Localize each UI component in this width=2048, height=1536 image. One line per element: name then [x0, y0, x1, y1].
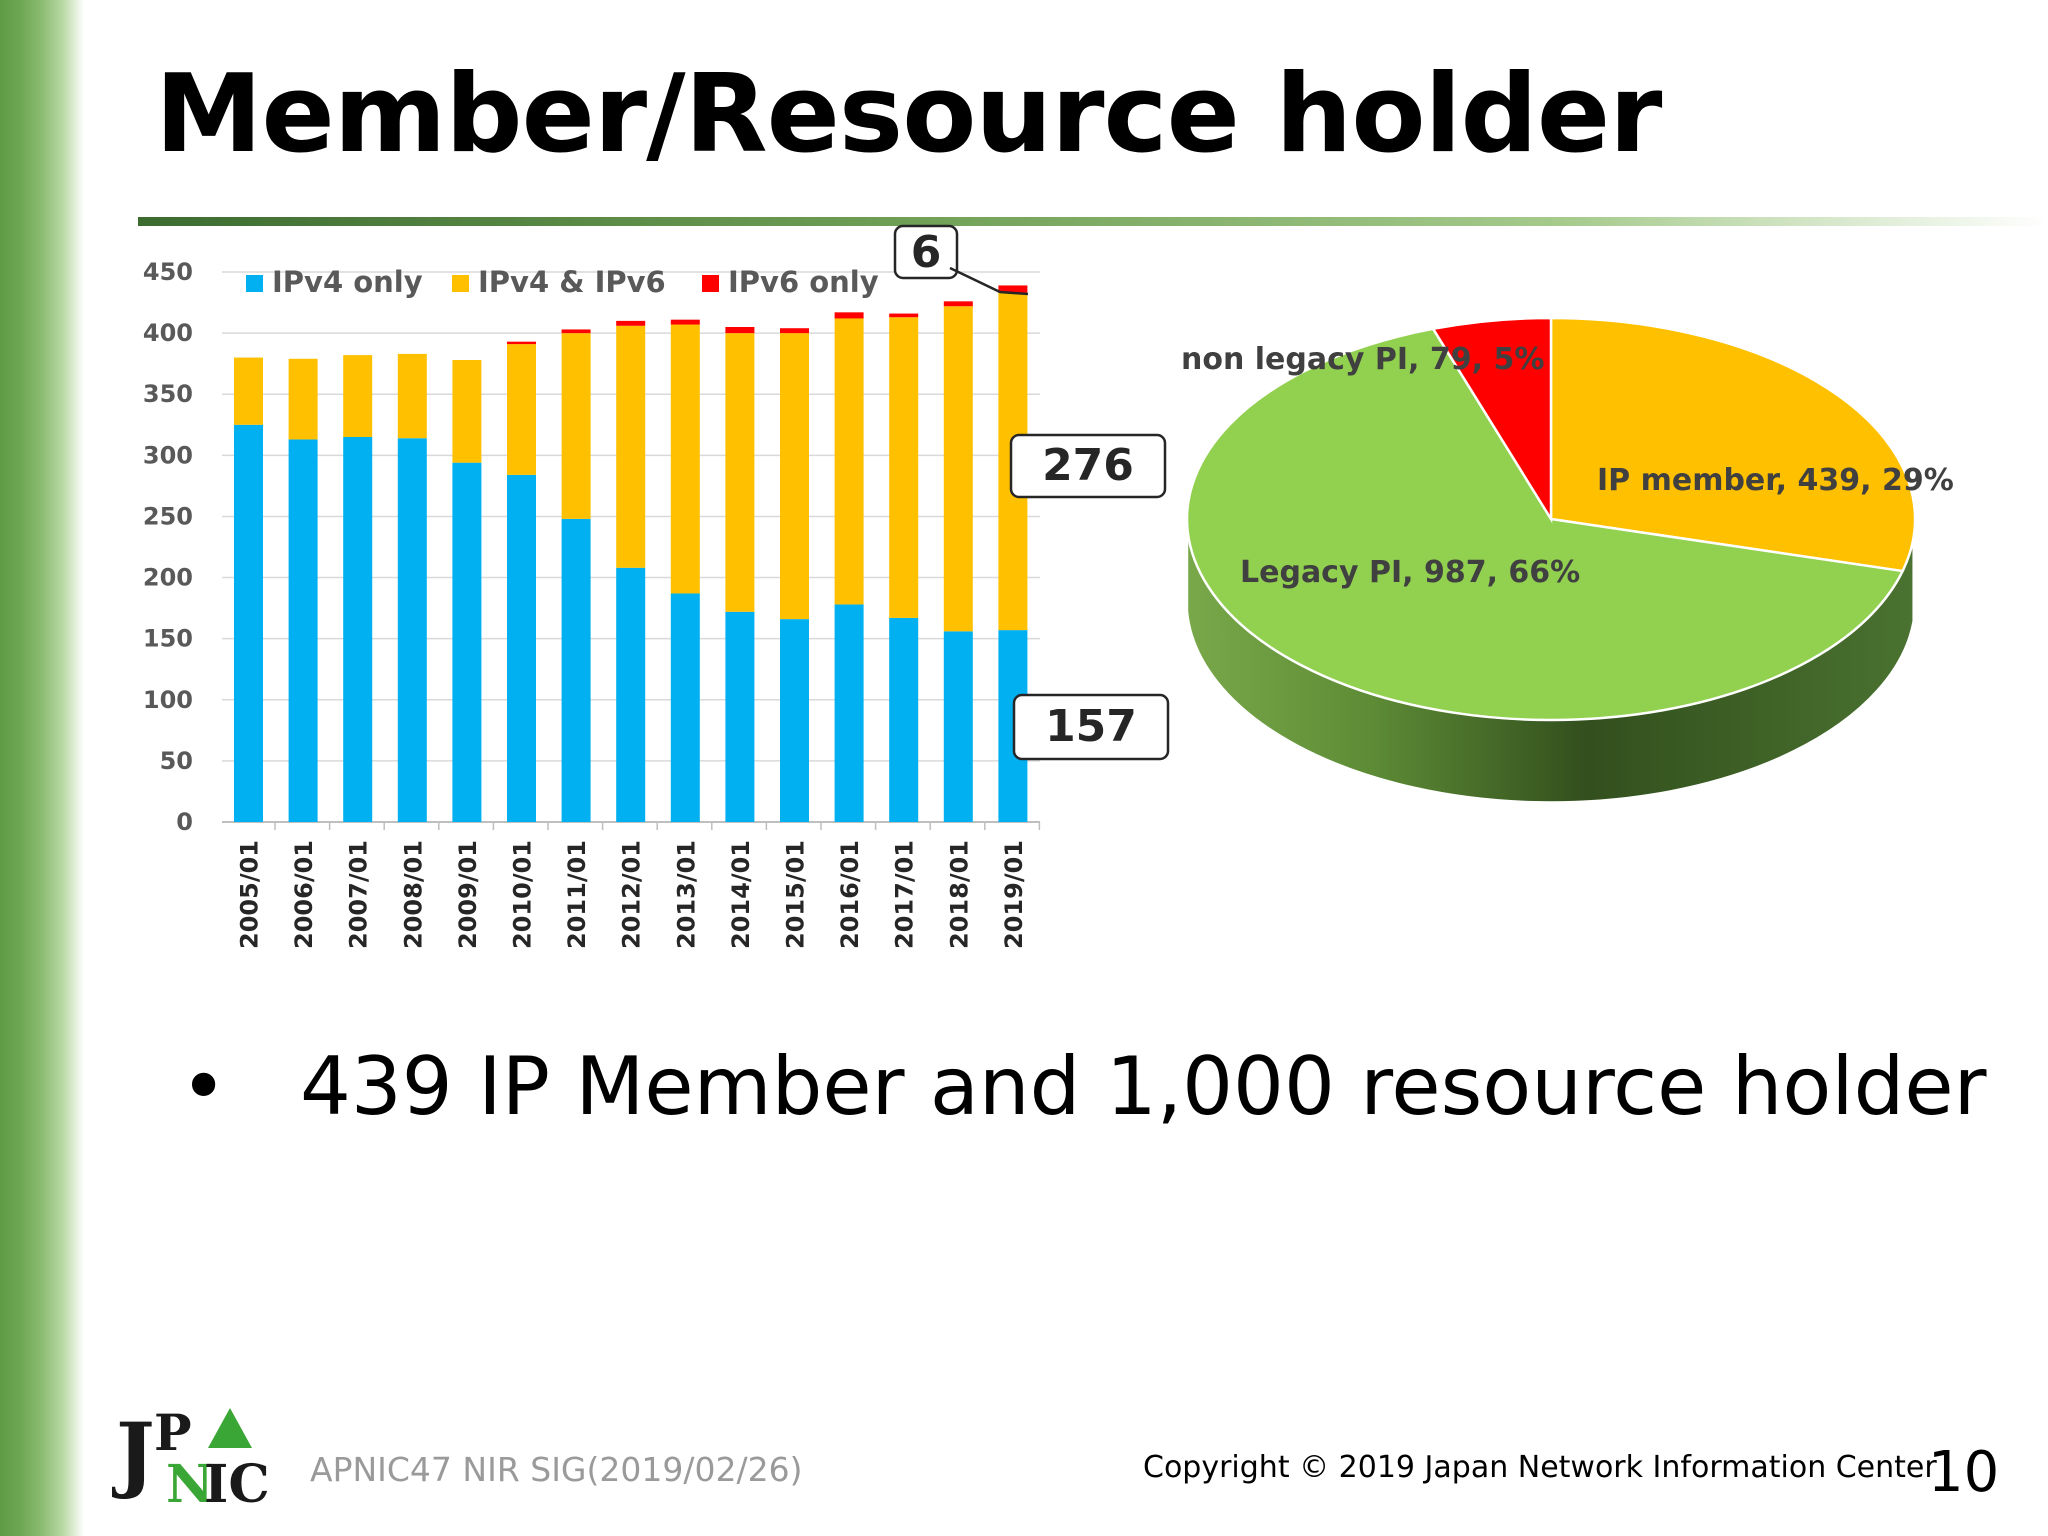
jpnic-logo: J P N IC — [112, 1403, 270, 1510]
pie-data-label: non legacy PI, 79, 5% — [1181, 342, 1544, 377]
callout-box — [1009, 433, 1167, 499]
legend-swatch — [702, 275, 719, 292]
pie-data-label: IP member, 439, 29% — [1597, 463, 1954, 498]
bullet-text: 439 IP Member and 1,000 resource holder — [300, 1040, 1987, 1133]
x-tick-label: 2006/01 — [290, 840, 318, 949]
bar-segment-ipv4-only — [507, 474, 536, 822]
bar-segment-ipv4-ipv6 — [343, 355, 373, 437]
svg-text:N: N — [166, 1454, 214, 1510]
bar-segment-ipv6-only — [561, 329, 591, 334]
callout-box — [893, 224, 959, 280]
y-tick-label: 300 — [143, 441, 193, 469]
bullet-dot: • — [180, 1040, 228, 1133]
footer-copyright: Copyright © 2019 Japan Network Informati… — [1143, 1450, 1937, 1485]
legend-swatch — [452, 275, 469, 292]
y-tick-label: 400 — [143, 319, 193, 347]
bar-segment-ipv4-only — [780, 619, 809, 822]
bar-segment-ipv6-only — [834, 312, 864, 319]
x-tick-label: 2016/01 — [836, 840, 864, 949]
x-tick-label: 2010/01 — [509, 840, 537, 949]
bar-segment-ipv4-ipv6 — [561, 333, 591, 519]
bar-segment-ipv6-only — [725, 327, 755, 334]
y-tick-label: 50 — [160, 747, 193, 775]
x-tick-label: 2018/01 — [945, 840, 973, 949]
svg-text:P: P — [154, 1403, 192, 1462]
bar-segment-ipv4-ipv6 — [507, 344, 536, 475]
bar-segment-ipv4-ipv6 — [889, 317, 919, 618]
bar-segment-ipv4-only — [670, 593, 700, 822]
bullet-point: • 439 IP Member and 1,000 resource holder — [180, 1040, 1986, 1133]
bar-segment-ipv6-only — [507, 341, 536, 345]
bar-segment-ipv4-ipv6 — [397, 353, 427, 439]
x-tick-label: 2017/01 — [891, 840, 919, 949]
bar-segment-ipv4-ipv6 — [725, 333, 755, 612]
bar-segment-ipv4-only — [234, 424, 263, 822]
decorative-side-band — [0, 0, 84, 1536]
bar-segment-ipv4-ipv6 — [834, 318, 864, 605]
pie-slice-non-legacy-pi — [1431, 316, 1553, 524]
bar-segment-ipv4-only — [343, 437, 373, 822]
svg-text:J: J — [112, 1406, 155, 1502]
y-tick-label: 250 — [143, 502, 193, 530]
x-tick-label: 2015/01 — [782, 840, 810, 949]
y-tick-label: 0 — [176, 808, 193, 836]
x-tick-label: 2005/01 — [236, 840, 264, 949]
pie-slice-legacy-pi — [1185, 327, 1905, 722]
x-tick-label: 2011/01 — [563, 840, 591, 949]
y-tick-label: 200 — [143, 564, 193, 592]
x-tick-label: 2007/01 — [345, 840, 373, 949]
bar-segment-ipv4-only — [943, 631, 973, 822]
bar-segment-ipv6-only — [943, 301, 973, 307]
callout-label: 276 — [1042, 440, 1134, 491]
pie-data-label: Legacy PI, 987, 66% — [1240, 555, 1580, 590]
callout-pointer — [949, 266, 1029, 296]
bar-segment-ipv4-ipv6 — [780, 333, 809, 620]
bar-segment-ipv4-only — [452, 462, 482, 822]
x-tick-label: 2012/01 — [618, 840, 646, 949]
bar-segment-ipv4-ipv6 — [943, 306, 973, 632]
bar-segment-ipv4-ipv6 — [234, 357, 263, 425]
title-underline — [138, 217, 2048, 226]
bar-segment-ipv4-ipv6 — [452, 360, 482, 463]
slide-title: Member/Resource holder — [155, 52, 1662, 177]
callout-box — [1012, 693, 1170, 761]
stacked-bar-chart: 0 50 100 150 200 250 300 350 400 450 2005/01 2006/0… — [143, 224, 1170, 949]
bar-segment-ipv4-only — [889, 617, 919, 822]
y-tick-label: 350 — [143, 380, 193, 408]
legend-swatch — [246, 275, 263, 292]
bar-segment-ipv4-ipv6 — [288, 358, 318, 440]
footer-event: APNIC47 NIR SIG(2019/02/26) — [310, 1450, 803, 1489]
callout-label: 157 — [1045, 701, 1137, 752]
bar-segment-ipv6-only — [780, 328, 809, 334]
bar-segment-ipv4-only — [616, 567, 646, 822]
legend-label: IPv4 only — [272, 265, 423, 299]
y-tick-label: 450 — [143, 258, 193, 286]
page-number: 10 — [1928, 1440, 2000, 1505]
bar-segment-ipv6-only — [670, 319, 700, 325]
legend-label: IPv6 only — [728, 265, 879, 299]
x-tick-label: 2013/01 — [672, 840, 700, 949]
x-tick-label: 2009/01 — [454, 840, 482, 949]
pie-chart: IP member, 439, 29% Legacy PI, 987, 66% no… — [1181, 316, 1954, 803]
x-tick-label: 2019/01 — [1000, 840, 1028, 949]
bar-segment-ipv4-only — [725, 611, 755, 822]
svg-text:IC: IC — [204, 1454, 270, 1510]
bar-segment-ipv4-only — [834, 604, 864, 822]
bar-segment-ipv4-only — [288, 439, 318, 822]
y-tick-label: 150 — [143, 625, 193, 653]
bar-segment-ipv4-only — [561, 518, 591, 822]
pie-slice-ip-member — [1549, 316, 1917, 573]
bar-segment-ipv6-only — [998, 285, 1028, 293]
bar-segment-ipv4-ipv6 — [616, 325, 646, 568]
bar-segment-ipv4-ipv6 — [670, 324, 700, 594]
legend-label: IPv4 & IPv6 — [478, 265, 666, 299]
bar-segment-ipv4-only — [397, 438, 427, 822]
x-tick-label: 2008/01 — [399, 840, 427, 949]
bar-segment-ipv6-only — [889, 313, 919, 318]
callout-label: 6 — [911, 227, 942, 278]
y-tick-label: 100 — [143, 686, 193, 714]
bar-segment-ipv6-only — [616, 320, 646, 326]
x-tick-label: 2014/01 — [727, 840, 755, 949]
